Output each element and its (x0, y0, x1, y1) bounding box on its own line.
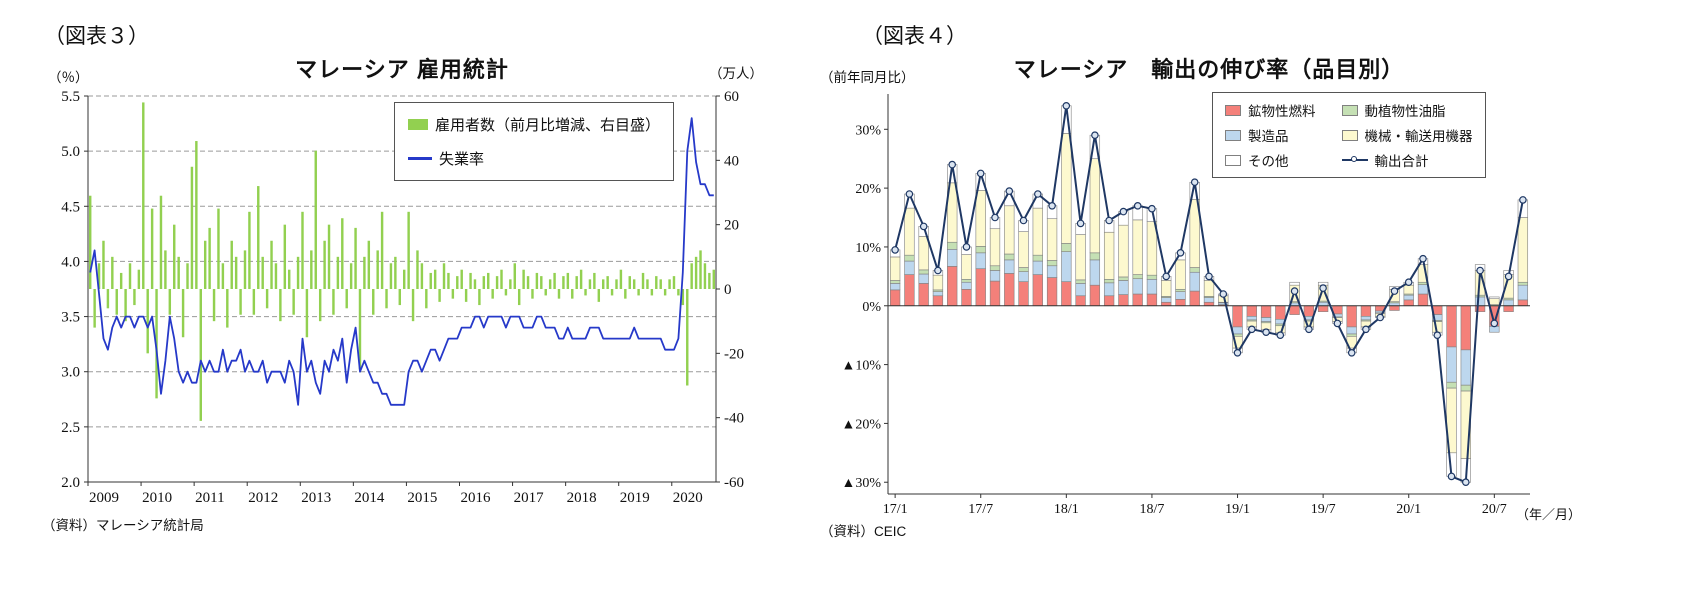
svg-text:2015: 2015 (407, 490, 437, 506)
svg-text:19/1: 19/1 (1225, 502, 1250, 517)
svg-text:18/7: 18/7 (1139, 502, 1164, 517)
exports-chart: 30% 20% 10% 0% ▲10% ▲20% ▲30%17/1 17/7 18/1 18/7 1… (841, 94, 1530, 517)
employment-chart-panel: （図表３） マレーシア 雇用統計 （％） （万人） 5.5 5.0 4.5 4.0 3.… (40, 6, 785, 606)
left-axis-unit-percent: （％） (48, 70, 89, 85)
legend-item-fats-oils: 動植物性油脂 (1341, 100, 1473, 120)
unemployment-legend-label: 失業率 (439, 151, 485, 168)
svg-text:▲10%: ▲10% (841, 359, 881, 374)
svg-text:19/7: 19/7 (1311, 502, 1336, 517)
svg-text:▲30%: ▲30% (841, 476, 881, 491)
svg-text:2.0: 2.0 (61, 475, 80, 491)
svg-text:10%: 10% (855, 241, 881, 256)
svg-text:18/1: 18/1 (1054, 502, 1079, 517)
machinery-swatch (1341, 129, 1358, 141)
svg-text:3.0: 3.0 (61, 365, 80, 381)
machinery-label: 機械・輸送用機器 (1364, 129, 1473, 144)
total-exports-marker-sample (1350, 156, 1357, 162)
svg-text:2020: 2020 (673, 490, 703, 506)
figure-label-4: （図表４） (862, 24, 967, 48)
svg-text:2019: 2019 (620, 490, 650, 506)
manufactured-label: 製造品 (1248, 129, 1289, 144)
y-axis-unit-yoy: （前年同月比） (820, 70, 915, 85)
svg-text:-60: -60 (724, 475, 744, 491)
svg-text:3.5: 3.5 (61, 310, 80, 326)
unemployment-line-swatch (408, 157, 432, 160)
svg-text:4.0: 4.0 (61, 254, 80, 270)
total-exports-label: 輸出合計 (1374, 154, 1429, 169)
exports-chart-title: マレーシア 輸出の伸び率（品目別） (1013, 57, 1405, 82)
mineral-fuels-label: 鉱物性燃料 (1248, 104, 1316, 119)
employment-chart: 5.5 5.0 4.5 4.0 3.5 3.0 2.5 2.0 60 40 20 0 -20 -40 -60… (61, 89, 744, 506)
figure-label-3: （図表３） (44, 24, 149, 48)
svg-text:2012: 2012 (248, 490, 278, 506)
svg-text:17/1: 17/1 (883, 502, 908, 517)
svg-text:2010: 2010 (142, 490, 172, 506)
legend-item-machinery: 機械・輸送用機器 (1341, 125, 1473, 145)
fats-oils-label: 動植物性油脂 (1364, 104, 1446, 119)
manufactured-swatch (1225, 129, 1241, 141)
svg-text:2018: 2018 (567, 490, 597, 506)
exports-chart-panel: （図表４） マレーシア 輸出の伸び率（品目別） （前年同月比） 30% 20% 10… (820, 6, 1595, 606)
employment-legend: 雇用者数（前月比増減、右目盛） 失業率 (394, 102, 675, 181)
total-exports-line-swatch (1341, 155, 1368, 165)
svg-text:2009: 2009 (89, 490, 119, 506)
source-note-left: （資料）マレーシア統計局 (42, 518, 204, 533)
svg-text:-40: -40 (724, 411, 744, 427)
svg-text:2.5: 2.5 (61, 420, 80, 436)
legend-item-employees: 雇用者数（前月比増減、右目盛） (408, 114, 660, 135)
svg-text:4.5: 4.5 (61, 199, 80, 215)
other-swatch (1225, 154, 1241, 166)
employment-chart-title: マレーシア 雇用統計 (295, 57, 509, 82)
svg-text:30%: 30% (855, 123, 881, 138)
legend-item-unemployment: 失業率 (408, 148, 660, 169)
svg-text:-20: -20 (724, 346, 744, 362)
source-note-right: （資料）CEIC (820, 524, 907, 539)
svg-text:0%: 0% (862, 300, 881, 315)
employees-legend-label: 雇用者数（前月比増減、右目盛） (435, 117, 661, 134)
svg-text:60: 60 (724, 89, 739, 105)
svg-text:2011: 2011 (195, 490, 224, 506)
x-axis-unit-year-month: （年／月） (1515, 507, 1581, 522)
svg-text:20/1: 20/1 (1396, 502, 1421, 517)
fats-oils-swatch (1341, 104, 1358, 116)
svg-text:▲20%: ▲20% (841, 417, 881, 432)
svg-text:2014: 2014 (354, 490, 385, 506)
svg-text:2016: 2016 (460, 490, 491, 506)
svg-text:40: 40 (724, 153, 739, 169)
svg-text:20/7: 20/7 (1482, 502, 1507, 517)
svg-text:17/7: 17/7 (968, 502, 993, 517)
legend-item-other: その他 (1225, 150, 1316, 170)
legend-item-total-exports: 輸出合計 (1341, 150, 1473, 170)
right-axis-unit-10k-persons: （万人） (709, 66, 763, 81)
svg-text:5.0: 5.0 (61, 144, 80, 160)
svg-text:0: 0 (724, 282, 732, 298)
svg-text:20%: 20% (855, 182, 881, 197)
svg-text:2017: 2017 (514, 490, 545, 506)
other-label: その他 (1248, 154, 1289, 169)
exports-legend: 鉱物性燃料 製造品 その他 動植物性油脂 機械・輸送用機器 (1212, 92, 1486, 178)
svg-text:5.5: 5.5 (61, 89, 80, 105)
legend-item-mineral-fuels: 鉱物性燃料 (1225, 100, 1316, 120)
mineral-fuels-swatch (1225, 104, 1241, 116)
svg-text:2013: 2013 (301, 490, 331, 506)
employees-bar-swatch (408, 119, 428, 130)
legend-item-manufactured: 製造品 (1225, 125, 1316, 145)
svg-text:20: 20 (724, 218, 739, 234)
